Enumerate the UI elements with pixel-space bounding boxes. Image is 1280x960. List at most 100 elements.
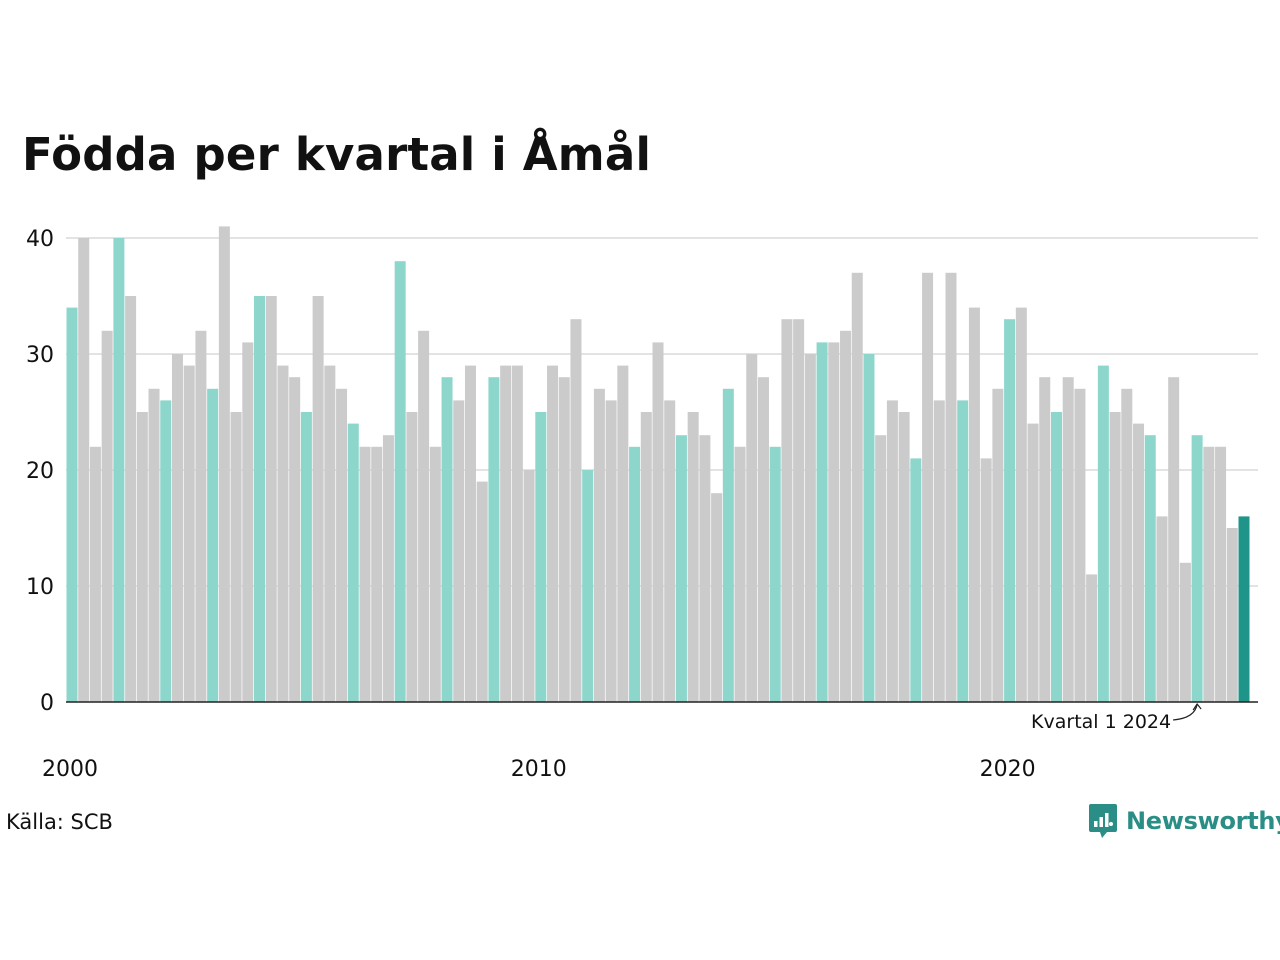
bar-2014-q4 [757, 377, 769, 702]
bar-2001-q2 [125, 296, 137, 702]
bar-2018-q2 [922, 272, 934, 702]
bar-2011-q3 [605, 400, 617, 702]
bar-2017-q1 [863, 354, 875, 702]
source-note: Källa: SCB [6, 810, 113, 834]
bar-2023-q3 [1168, 377, 1180, 702]
bar-2006-q4 [382, 435, 394, 702]
x-tick-label: 2000 [42, 757, 98, 782]
y-tick-label: 10 [26, 575, 54, 600]
bar-2021-q2 [1062, 377, 1074, 702]
bar-2012-q1 [629, 446, 641, 702]
bar-2006-q3 [371, 446, 383, 702]
bar-2013-q1 [675, 435, 687, 702]
bar-2011-q1 [582, 470, 594, 702]
y-tick-label: 30 [26, 343, 54, 368]
bar-2022-q1 [1097, 365, 1109, 702]
y-tick-label: 40 [26, 227, 54, 252]
bar-2004-q1 [254, 296, 266, 702]
bar-2002-q3 [183, 365, 195, 702]
chart-title: Födda per kvartal i Åmål [22, 128, 652, 181]
bar-2012-q3 [652, 342, 664, 702]
bar-2020-q2 [1015, 307, 1027, 702]
bar-2008-q2 [453, 400, 465, 702]
bar-2009-q4 [523, 470, 535, 702]
bar-2009-q1 [488, 377, 500, 702]
bar-2021-q1 [1050, 412, 1062, 702]
bar-chart: 0 10 20 30 40 Kvartal 1 2024 2000 2010 2020 [26, 226, 1258, 782]
bar-2018-q1 [910, 458, 922, 702]
annotation-arrowhead [1192, 702, 1202, 711]
brand-logo[interactable]: Newsworthy [1088, 803, 1280, 839]
bar-2015-q3 [793, 319, 805, 702]
bar-2006-q1 [347, 423, 359, 702]
bar-2010-q2 [547, 365, 559, 702]
bar-2004-q3 [277, 365, 289, 702]
bar-2003-q2 [218, 226, 230, 702]
bar-2007-q1 [394, 261, 406, 702]
bar-2010-q4 [570, 319, 582, 702]
x-tick-label: 2020 [980, 757, 1036, 782]
bar-2019-q2 [968, 307, 980, 702]
bar-2002-q1 [160, 400, 172, 702]
bar-2017-q4 [898, 412, 910, 702]
bar-2000-q3 [89, 446, 101, 702]
bar-2016-q3 [840, 330, 852, 702]
bar-2000-q2 [78, 238, 90, 702]
y-axis-labels: 0 10 20 30 40 [26, 227, 54, 716]
bar-2022-q4 [1133, 423, 1145, 702]
bar-2023-q4 [1179, 562, 1191, 702]
bar-2021-q4 [1086, 574, 1098, 702]
bar-2011-q2 [593, 388, 605, 702]
bar-2006-q2 [359, 446, 371, 702]
brand-name: Newsworthy [1126, 807, 1280, 835]
bar-2019-q4 [992, 388, 1004, 702]
bar-2014-q3 [746, 354, 758, 702]
bar-2003-q3 [230, 412, 242, 702]
bar-2023-q1 [1144, 435, 1156, 702]
bar-2005-q2 [312, 296, 324, 702]
bar-2007-q3 [418, 330, 430, 702]
bar-2001-q4 [148, 388, 160, 702]
bar-2017-q2 [875, 435, 887, 702]
bar-2020-q4 [1039, 377, 1051, 702]
bar-2016-q4 [851, 272, 863, 702]
bar-2016-q1 [816, 342, 828, 702]
bar-2001-q1 [113, 238, 125, 702]
annotation: Kvartal 1 2024 [1031, 702, 1202, 733]
bar-2015-q1 [769, 446, 781, 702]
bar-2000-q1 [66, 307, 78, 702]
bar-2007-q2 [406, 412, 418, 702]
bar-2024-q4 [1226, 528, 1238, 702]
bar-2002-q4 [195, 330, 207, 702]
newsworthy-logo-icon [1089, 804, 1117, 838]
bar-2003-q4 [242, 342, 254, 702]
bar-2015-q4 [804, 354, 816, 702]
bar-2009-q3 [511, 365, 523, 702]
bar-2001-q3 [136, 412, 148, 702]
bar-2010-q1 [535, 412, 547, 702]
bar-2025-q1 [1238, 516, 1250, 702]
bar-2008-q1 [441, 377, 453, 702]
bar-2022-q3 [1121, 388, 1133, 702]
bar-2018-q3 [933, 400, 945, 702]
bar-2017-q3 [886, 400, 898, 702]
bar-2018-q4 [945, 272, 957, 702]
x-axis-labels: 2000 2010 2020 [42, 757, 1036, 782]
bar-2020-q3 [1027, 423, 1039, 702]
bar-2009-q2 [500, 365, 512, 702]
y-tick-label: 0 [40, 691, 54, 716]
bar-2007-q4 [429, 446, 441, 702]
bar-2010-q3 [558, 377, 570, 702]
bar-2020-q1 [1004, 319, 1016, 702]
bar-2004-q2 [265, 296, 277, 702]
annotation-label: Kvartal 1 2024 [1031, 711, 1171, 733]
bar-2013-q2 [687, 412, 699, 702]
bar-2013-q4 [711, 493, 723, 702]
bar-2014-q1 [722, 388, 734, 702]
bar-2021-q3 [1074, 388, 1086, 702]
bar-2011-q4 [617, 365, 629, 702]
bar-2012-q2 [640, 412, 652, 702]
bar-2022-q2 [1109, 412, 1121, 702]
bar-2005-q3 [324, 365, 336, 702]
bar-2014-q2 [734, 446, 746, 702]
